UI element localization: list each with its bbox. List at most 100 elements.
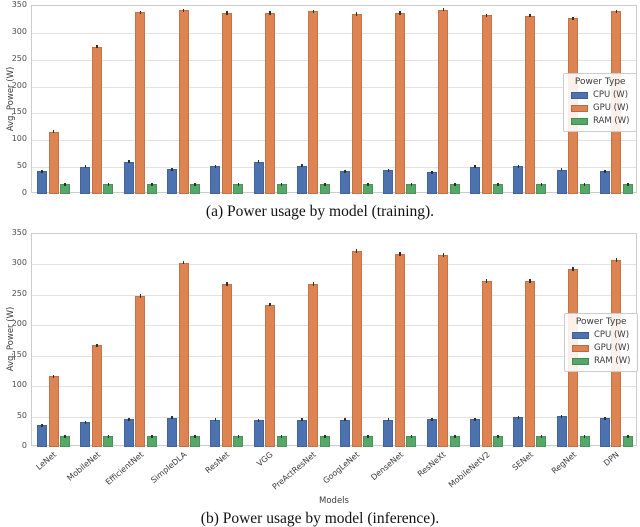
bar-training-cpu <box>340 171 351 194</box>
bar-inference-ram <box>449 436 460 447</box>
x-tick-label: EfficientNet <box>103 450 145 487</box>
error-bar <box>171 167 173 171</box>
bar-inference-cpu <box>556 416 567 447</box>
error-bar <box>410 434 413 438</box>
y-tick-label: 200 <box>11 319 27 329</box>
bar-inference-gpu <box>135 296 146 447</box>
bar-inference-cpu <box>426 419 437 447</box>
error-bar <box>214 418 216 422</box>
y-axis-title-inference: Avg. Power (W) <box>6 306 16 372</box>
bar-inference-ram <box>406 436 417 447</box>
error-bar <box>226 282 228 286</box>
error-bar <box>454 434 456 438</box>
error-bar <box>474 417 476 421</box>
ram-color-swatch <box>572 357 589 365</box>
error-bar <box>399 11 401 15</box>
legend-entry-gpu: GPU (W) <box>572 343 630 353</box>
error-bar <box>627 182 629 186</box>
y-tick-label: 0 <box>21 188 27 197</box>
y-tick-label: 300 <box>11 26 27 36</box>
bar-inference-ram <box>622 436 633 447</box>
bar-inference-ram <box>103 436 114 447</box>
caption-inference: (b) Power usage by model (inference). <box>200 510 440 527</box>
bar-training-gpu <box>221 13 232 194</box>
error-bar <box>52 374 55 379</box>
error-bar <box>214 164 216 168</box>
cpu-color-swatch <box>572 331 589 339</box>
bar-inference-cpu <box>383 419 394 447</box>
bar-inference-ram <box>319 436 330 447</box>
bar-inference-gpu <box>308 283 319 447</box>
legend-entry-label: RAM (W) <box>594 356 631 366</box>
bar-inference-ram <box>60 436 71 447</box>
y-tick-label: 250 <box>11 288 27 298</box>
y-tick-label: 350 <box>11 0 27 9</box>
bar-inference-cpu <box>123 419 134 447</box>
gridline-100 <box>32 386 636 388</box>
error-bar <box>151 182 153 186</box>
bar-training-cpu <box>37 171 48 194</box>
bar-inference-gpu <box>91 345 102 447</box>
error-bar <box>497 434 499 438</box>
error-bar <box>604 169 606 173</box>
bar-training-cpu <box>80 166 91 194</box>
error-bar <box>312 282 315 286</box>
error-bar <box>128 417 130 421</box>
error-bar <box>517 415 519 419</box>
error-bar <box>344 418 346 422</box>
error-bar <box>367 182 369 186</box>
bar-training-gpu <box>178 10 189 194</box>
error-bar <box>560 414 563 418</box>
y-tick-label: 0 <box>21 441 27 450</box>
error-bar <box>257 160 260 164</box>
bar-training-gpu <box>91 46 102 194</box>
error-bar <box>615 9 618 13</box>
gridline-50 <box>32 167 636 169</box>
bar-training-gpu <box>265 13 276 194</box>
error-bar <box>84 165 87 169</box>
bar-training-cpu <box>599 171 610 194</box>
gridline-200 <box>32 86 636 88</box>
gpu-color-swatch <box>572 344 589 352</box>
x-tick-label: RegNet <box>549 450 578 476</box>
error-bar <box>560 168 563 172</box>
bar-training-cpu <box>556 169 567 194</box>
legend-training: Power Type CPU (W) GPU (W) RAM (W) <box>563 73 638 132</box>
error-bar <box>324 182 326 186</box>
y-axis-title-training: Avg. Power (W) <box>6 66 16 132</box>
bar-training-cpu <box>426 172 437 194</box>
bar-inference-ram <box>579 436 590 447</box>
legend-entry-label: CPU (W) <box>593 90 629 100</box>
error-bar <box>41 169 43 173</box>
bar-inference-cpu <box>340 419 351 447</box>
bar-inference-gpu <box>351 251 362 447</box>
legend-title: Power Type <box>575 317 627 327</box>
y-tick-label: 200 <box>11 80 27 90</box>
bar-training-gpu <box>438 9 449 194</box>
x-tick-label: ResNeXt <box>416 450 448 479</box>
bar-inference-cpu <box>296 419 307 447</box>
error-bar <box>497 182 499 186</box>
error-bar <box>96 45 98 49</box>
bar-inference-ram <box>233 436 244 447</box>
error-bar <box>151 434 153 438</box>
bar-inference-gpu <box>48 376 59 447</box>
x-tick-label: GoogLeNet <box>321 450 362 486</box>
bar-training-cpu <box>123 161 134 194</box>
error-bar <box>52 130 55 134</box>
bar-inference-cpu <box>37 425 48 447</box>
error-bar <box>485 13 488 17</box>
y-tick-label: 50 <box>16 161 27 171</box>
error-bar <box>540 434 542 438</box>
error-bar <box>410 182 413 186</box>
error-bar <box>431 170 433 174</box>
error-bar <box>387 168 390 172</box>
error-bar <box>226 11 228 15</box>
error-bar <box>454 182 456 186</box>
bar-inference-gpu <box>265 304 276 447</box>
error-bar <box>324 434 326 438</box>
y-tick-label: 250 <box>11 53 27 63</box>
error-bar <box>529 14 531 18</box>
bar-training-gpu <box>135 12 146 194</box>
